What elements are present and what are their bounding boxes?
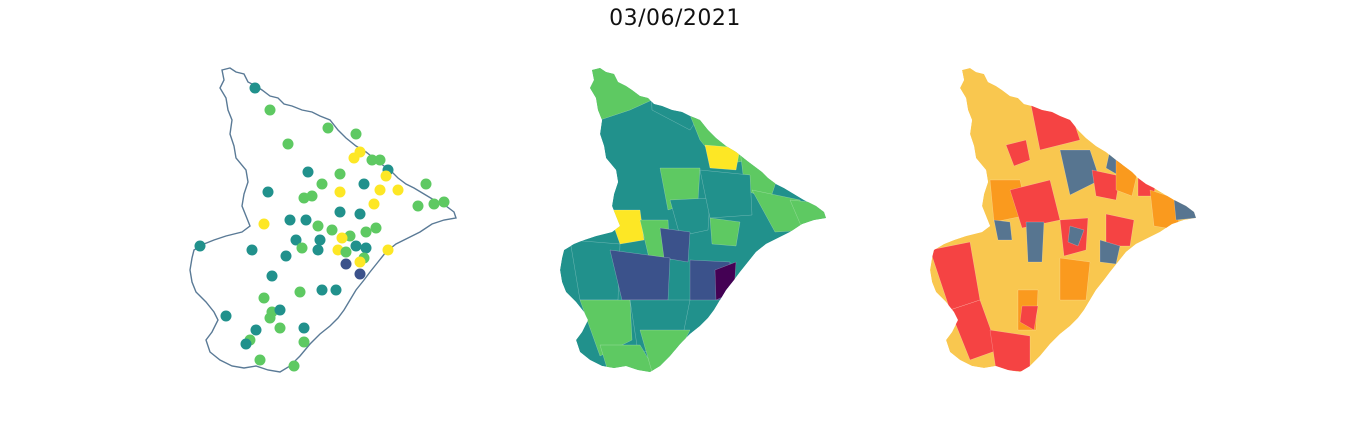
- station-point: [360, 226, 372, 238]
- state-outline: [189, 67, 457, 373]
- municipality-region: [1005, 139, 1031, 167]
- municipality-region: [699, 169, 753, 219]
- station-point: [262, 186, 274, 198]
- station-point: [316, 178, 328, 190]
- station-point: [312, 220, 324, 232]
- station-point: [330, 284, 342, 296]
- station-point: [336, 232, 348, 244]
- station-point: [294, 286, 306, 298]
- municipality-region: [1019, 305, 1039, 331]
- station-point: [350, 240, 362, 252]
- choropleth-map: [560, 68, 826, 372]
- municipality-region: [1173, 199, 1196, 221]
- station-point: [334, 168, 346, 180]
- municipality-region: [1105, 213, 1135, 247]
- station-point: [370, 222, 382, 234]
- station-point: [282, 138, 294, 150]
- municipality-region: [709, 217, 741, 247]
- station-point: [334, 206, 346, 218]
- station-point: [316, 284, 328, 296]
- station-point: [306, 190, 318, 202]
- municipality-region: [993, 219, 1013, 241]
- station-point: [258, 218, 270, 230]
- municipality-region: [579, 299, 633, 357]
- station-point: [246, 244, 258, 256]
- station-point: [264, 312, 276, 324]
- station-point: [334, 186, 346, 198]
- station-point: [412, 200, 424, 212]
- municipality-region: [1099, 239, 1121, 265]
- station-point: [428, 198, 440, 210]
- municipality-region: [704, 144, 741, 171]
- station-point: [420, 178, 432, 190]
- station-point: [340, 258, 352, 270]
- station-point: [249, 82, 261, 94]
- station-point: [392, 184, 404, 196]
- station-point: [290, 234, 302, 246]
- station-point: [340, 246, 352, 258]
- station-point: [438, 196, 450, 208]
- station-point: [314, 234, 326, 246]
- station-point: [280, 250, 292, 262]
- station-point: [360, 242, 372, 254]
- station-point: [298, 322, 310, 334]
- station-point: [354, 208, 366, 220]
- municipality-region: [989, 329, 1031, 372]
- station-point: [300, 214, 312, 226]
- municipality-region: [1067, 225, 1085, 247]
- station-point: [374, 184, 386, 196]
- municipality-region: [1025, 221, 1045, 263]
- station-point: [274, 322, 286, 334]
- station-point: [220, 310, 232, 322]
- station-point: [298, 336, 310, 348]
- station-point: [254, 354, 266, 366]
- station-point: [368, 198, 380, 210]
- municipality-region: [1091, 169, 1121, 201]
- station-point: [296, 242, 308, 254]
- station-point: [374, 154, 386, 166]
- station-point: [358, 178, 370, 190]
- station-point: [266, 270, 278, 282]
- station-point: [302, 166, 314, 178]
- station-point: [380, 170, 392, 182]
- station-point: [264, 104, 276, 116]
- station-point: [250, 324, 262, 336]
- station-point: [350, 128, 362, 140]
- figure-title: 03/06/2021: [609, 6, 741, 31]
- station-point: [288, 360, 300, 372]
- point-map: [189, 67, 457, 373]
- station-point: [382, 244, 394, 256]
- station-point: [366, 154, 378, 166]
- station-point: [240, 338, 252, 350]
- municipality-region: [1059, 257, 1091, 301]
- station-point: [194, 240, 206, 252]
- category-map: [930, 68, 1196, 372]
- station-point: [258, 292, 270, 304]
- station-point: [274, 304, 286, 316]
- station-point: [354, 268, 366, 280]
- municipality-region: [607, 209, 645, 245]
- station-point: [312, 244, 324, 256]
- station-point: [284, 214, 296, 226]
- station-point: [322, 122, 334, 134]
- station-point: [348, 152, 360, 164]
- station-point: [354, 256, 366, 268]
- municipality-region: [659, 227, 691, 263]
- municipality-region: [669, 197, 711, 237]
- station-point: [326, 224, 338, 236]
